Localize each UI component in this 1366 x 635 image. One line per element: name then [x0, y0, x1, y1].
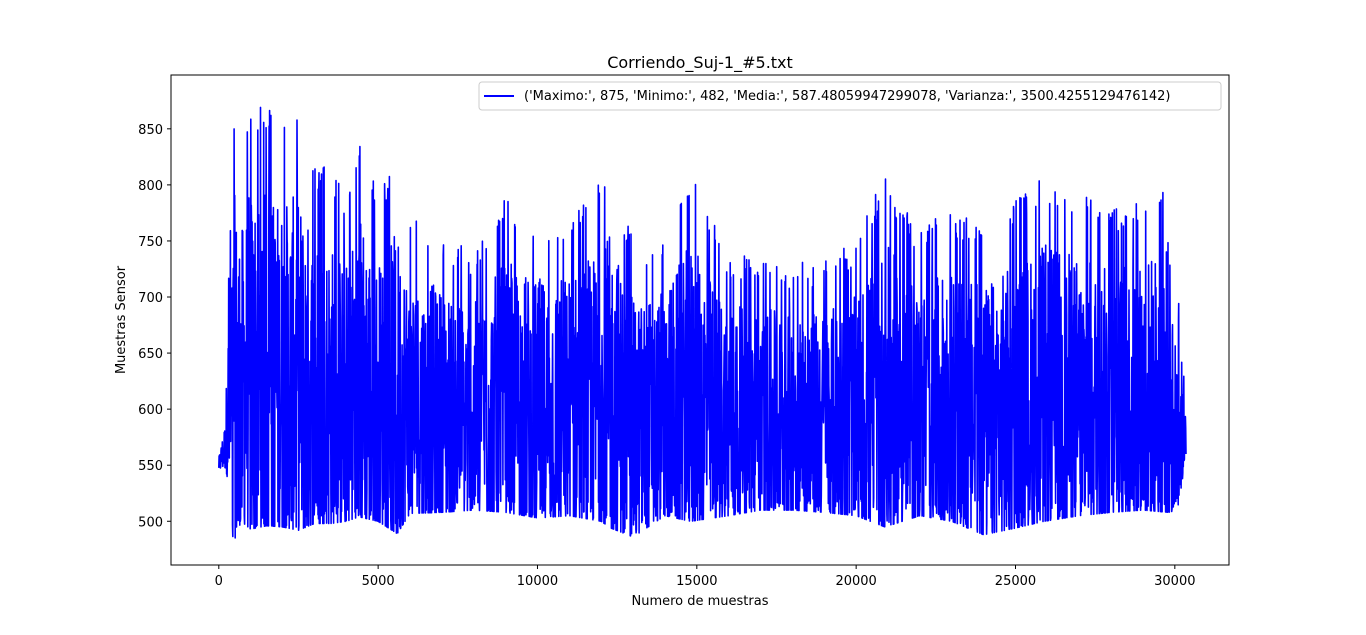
x-tick-label: 0	[215, 574, 223, 589]
y-tick-label: 800	[138, 179, 163, 194]
y-axis: 500 550 600 650 700 750 800 850	[138, 123, 171, 530]
x-tick-label: 25000	[995, 574, 1036, 589]
legend: ('Maximo:', 875, 'Minimo:', 482, 'Media:…	[478, 81, 1222, 111]
series-line	[218, 106, 1187, 539]
x-axis: 0 5000 10000 15000 20000 25000 30000	[215, 565, 1196, 589]
y-tick-label: 650	[138, 347, 163, 362]
y-tick-label: 550	[138, 459, 163, 474]
y-tick-label: 600	[138, 403, 163, 418]
x-tick-label: 10000	[517, 574, 558, 589]
y-tick-label: 750	[138, 235, 163, 250]
x-tick-label: 20000	[835, 574, 876, 589]
legend-entry: ('Maximo:', 875, 'Minimo:', 482, 'Media:…	[524, 89, 1170, 104]
y-tick-label: 700	[138, 291, 163, 306]
x-tick-label: 15000	[676, 574, 717, 589]
y-tick-label: 850	[138, 123, 163, 138]
plot-frame	[170, 74, 1230, 566]
x-tick-label: 30000	[1154, 574, 1195, 589]
legend-box	[478, 81, 1222, 111]
y-tick-label: 500	[138, 515, 163, 530]
x-tick-label: 5000	[362, 574, 395, 589]
series-layer	[218, 106, 1187, 539]
y-axis-label: Muestras Sensor	[114, 265, 129, 374]
x-axis-label: Numero de muestras	[631, 594, 768, 609]
chart-title: Corriendo_Suj-1_#5.txt	[607, 53, 793, 73]
